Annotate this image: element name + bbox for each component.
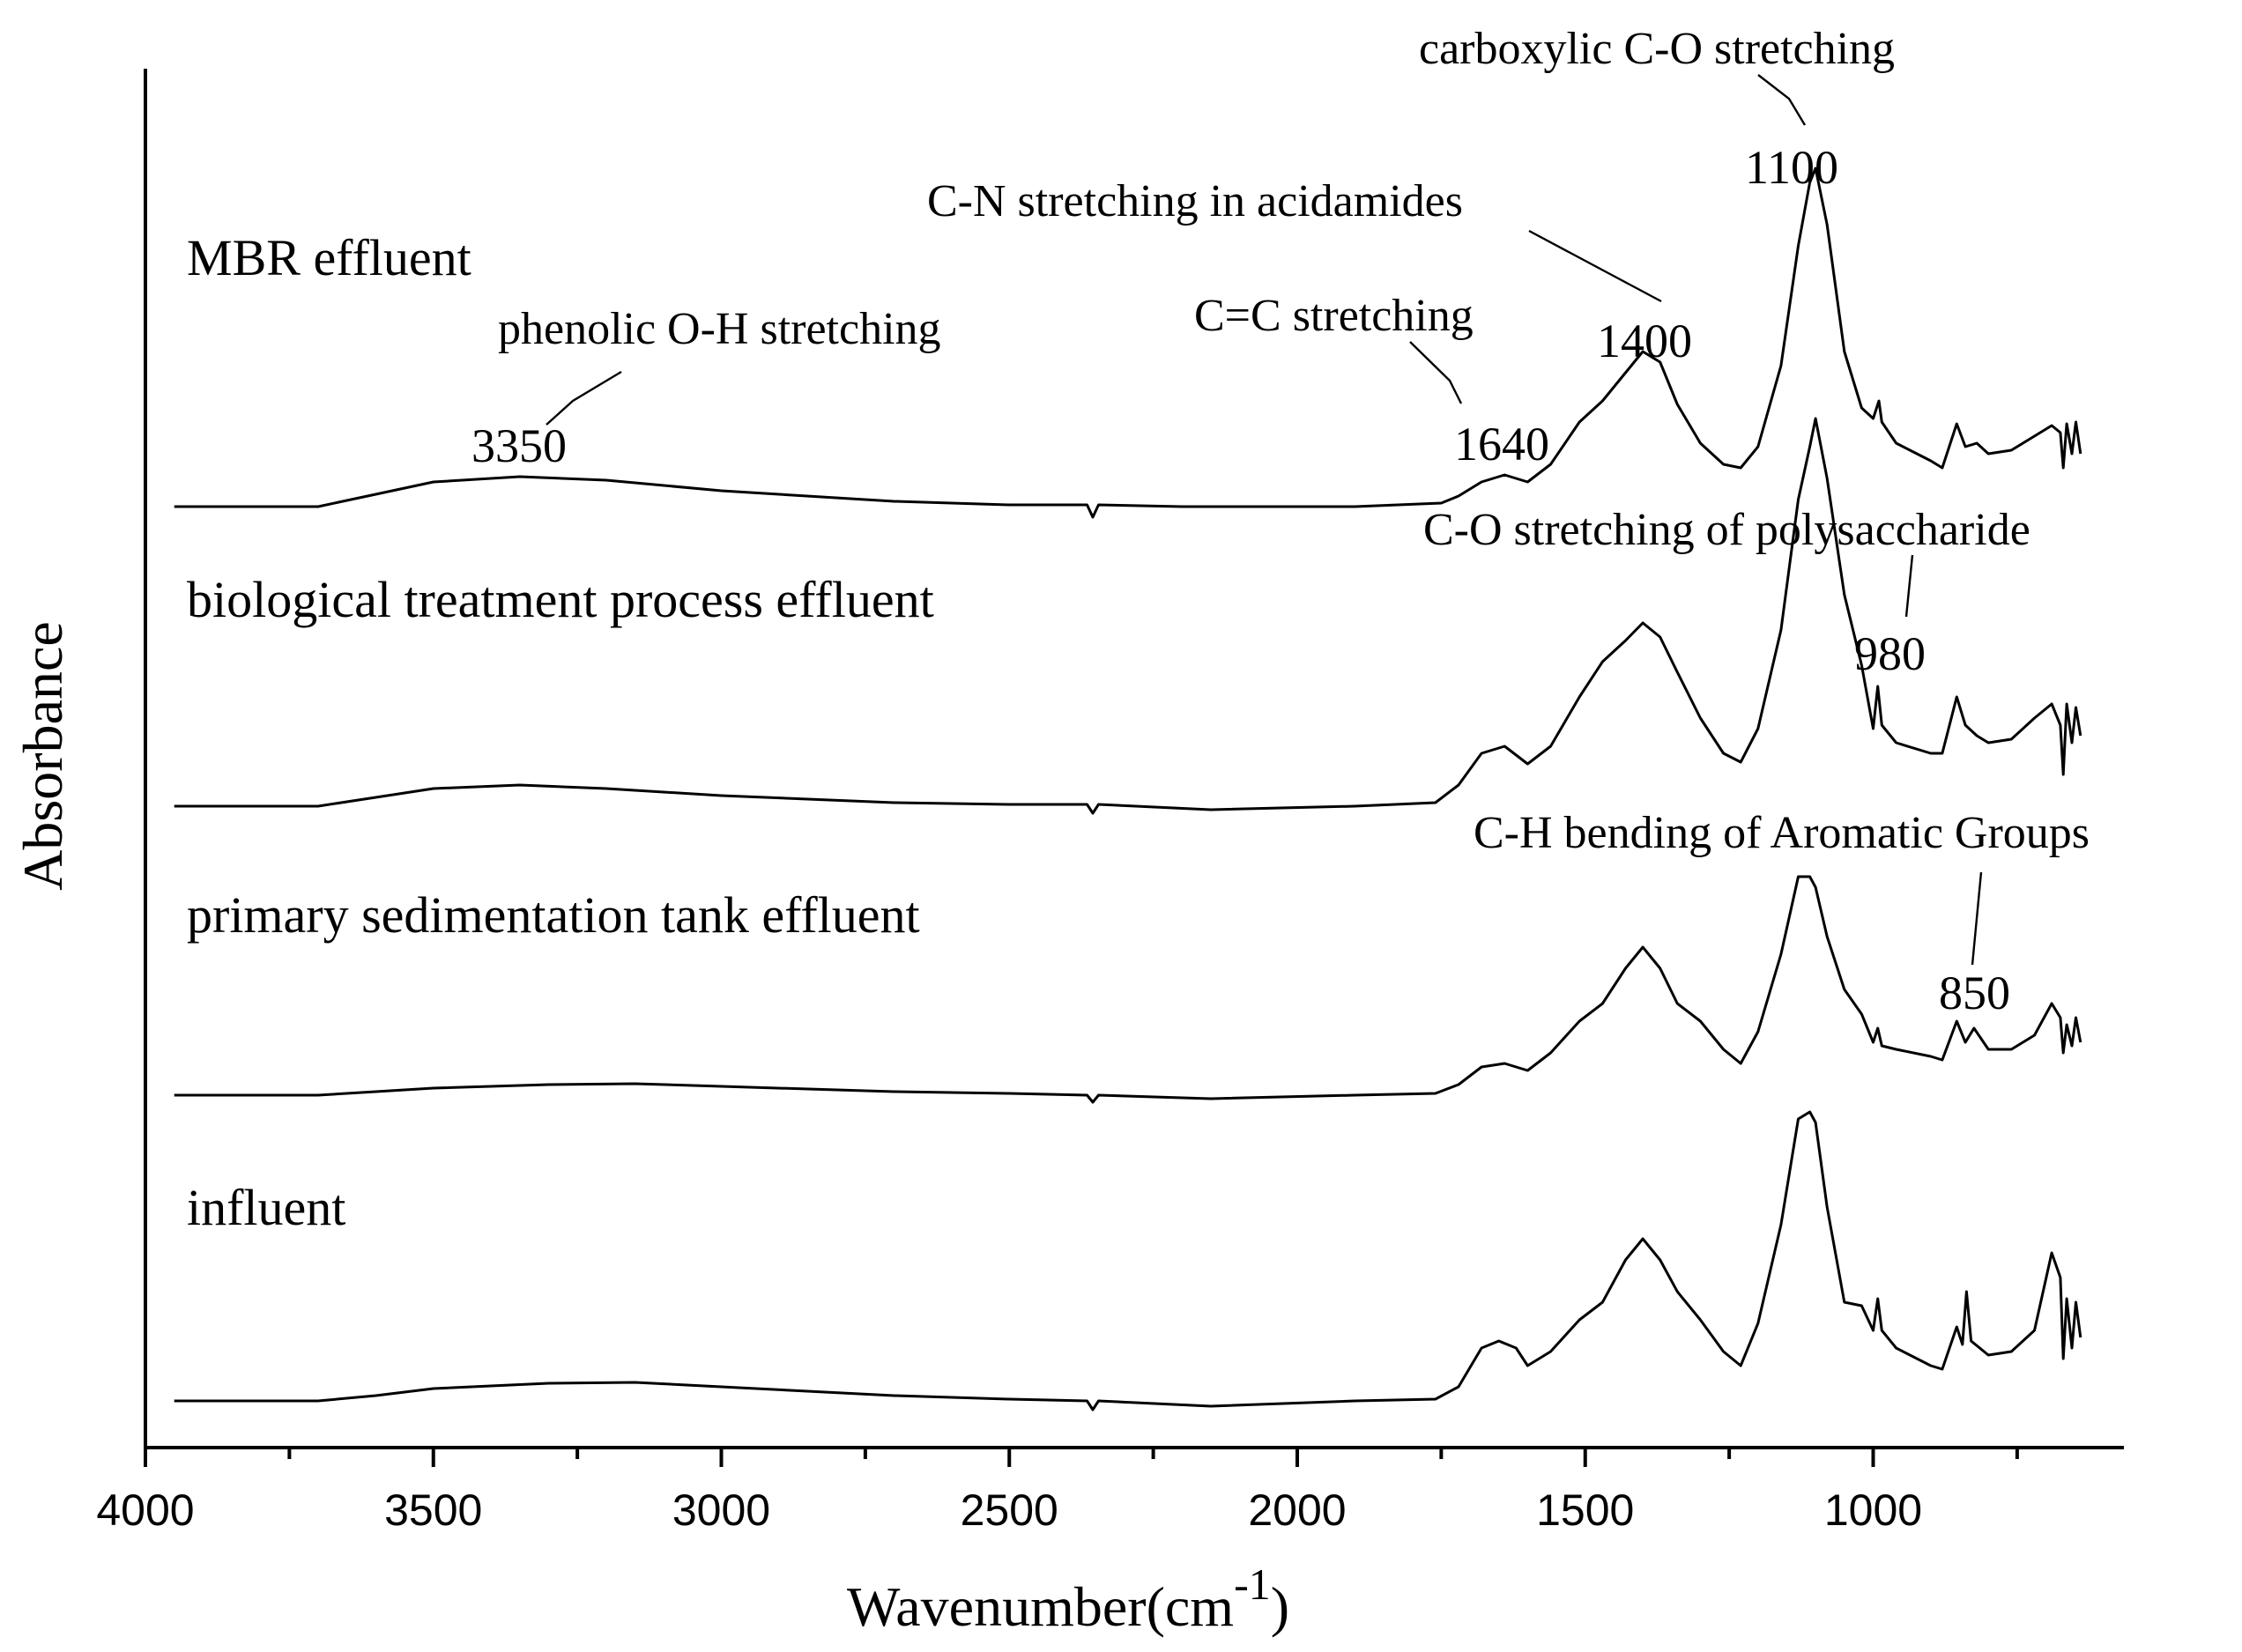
x-tick-label: 3000 xyxy=(672,1485,770,1535)
annotation-value-1640: 1640 xyxy=(1454,418,1549,470)
annotation-value-1400: 1400 xyxy=(1597,315,1692,367)
annotation-value-850: 850 xyxy=(1939,967,2010,1019)
annotation-value-3350: 3350 xyxy=(471,419,567,472)
spectra xyxy=(174,167,2082,1411)
annotation-title-phenolic: phenolic O-H stretching xyxy=(498,304,941,354)
x-tick-label: 3500 xyxy=(384,1485,482,1535)
leader-1400 xyxy=(1528,229,1662,303)
series-label-influent: influent xyxy=(187,1179,345,1236)
annotation-title-polysaccharide: C-O stretching of polysaccharide xyxy=(1423,505,2030,555)
series-label-primary-effluent: primary sedimentation tank effluent xyxy=(187,886,920,944)
leader-3350 xyxy=(546,370,622,426)
leader-850 xyxy=(1971,871,1983,966)
leader-980 xyxy=(1904,554,1914,618)
leader-1100 xyxy=(1757,74,1807,126)
x-axis-ticks: 4000 3500 3000 2500 2000 1500 1000 xyxy=(96,1448,2019,1535)
leader-1640 xyxy=(1409,341,1463,404)
spectrum-line-biological-treatment-process-effluent xyxy=(174,417,2082,815)
x-axis-title: Wavenumber(cm-1) xyxy=(847,1559,1289,1638)
spectrum-line-primary-sedimentation-tank-effluent xyxy=(174,875,2082,1104)
x-tick-label: 2000 xyxy=(1248,1485,1346,1535)
annotation-value-980: 980 xyxy=(1854,627,1926,680)
annotation-title-cn: C-N stretching in acidamides xyxy=(927,176,1463,226)
x-tick-label: 1500 xyxy=(1536,1485,1634,1535)
y-axis-title: Absorbance xyxy=(11,621,74,891)
x-tick-label: 4000 xyxy=(96,1485,194,1535)
annotation-title-cc: C=C stretching xyxy=(1194,291,1474,341)
series-label-mbr-effluent: MBR effluent xyxy=(187,229,471,286)
x-tick-label: 2500 xyxy=(961,1485,1058,1535)
x-tick-label: 1000 xyxy=(1824,1485,1922,1535)
spectrum-line-influent xyxy=(174,1110,2082,1411)
annotation-title-aromatic: C-H bending of Aromatic Groups xyxy=(1474,808,2090,858)
spectrum-line-mbr-effluent xyxy=(174,167,2082,519)
annotation-title-carboxylic: carboxylic C-O stretching xyxy=(1419,24,1895,74)
annotation-value-1100: 1100 xyxy=(1745,141,1838,194)
series-label-biological-effluent: biological treatment process effluent xyxy=(187,571,934,628)
